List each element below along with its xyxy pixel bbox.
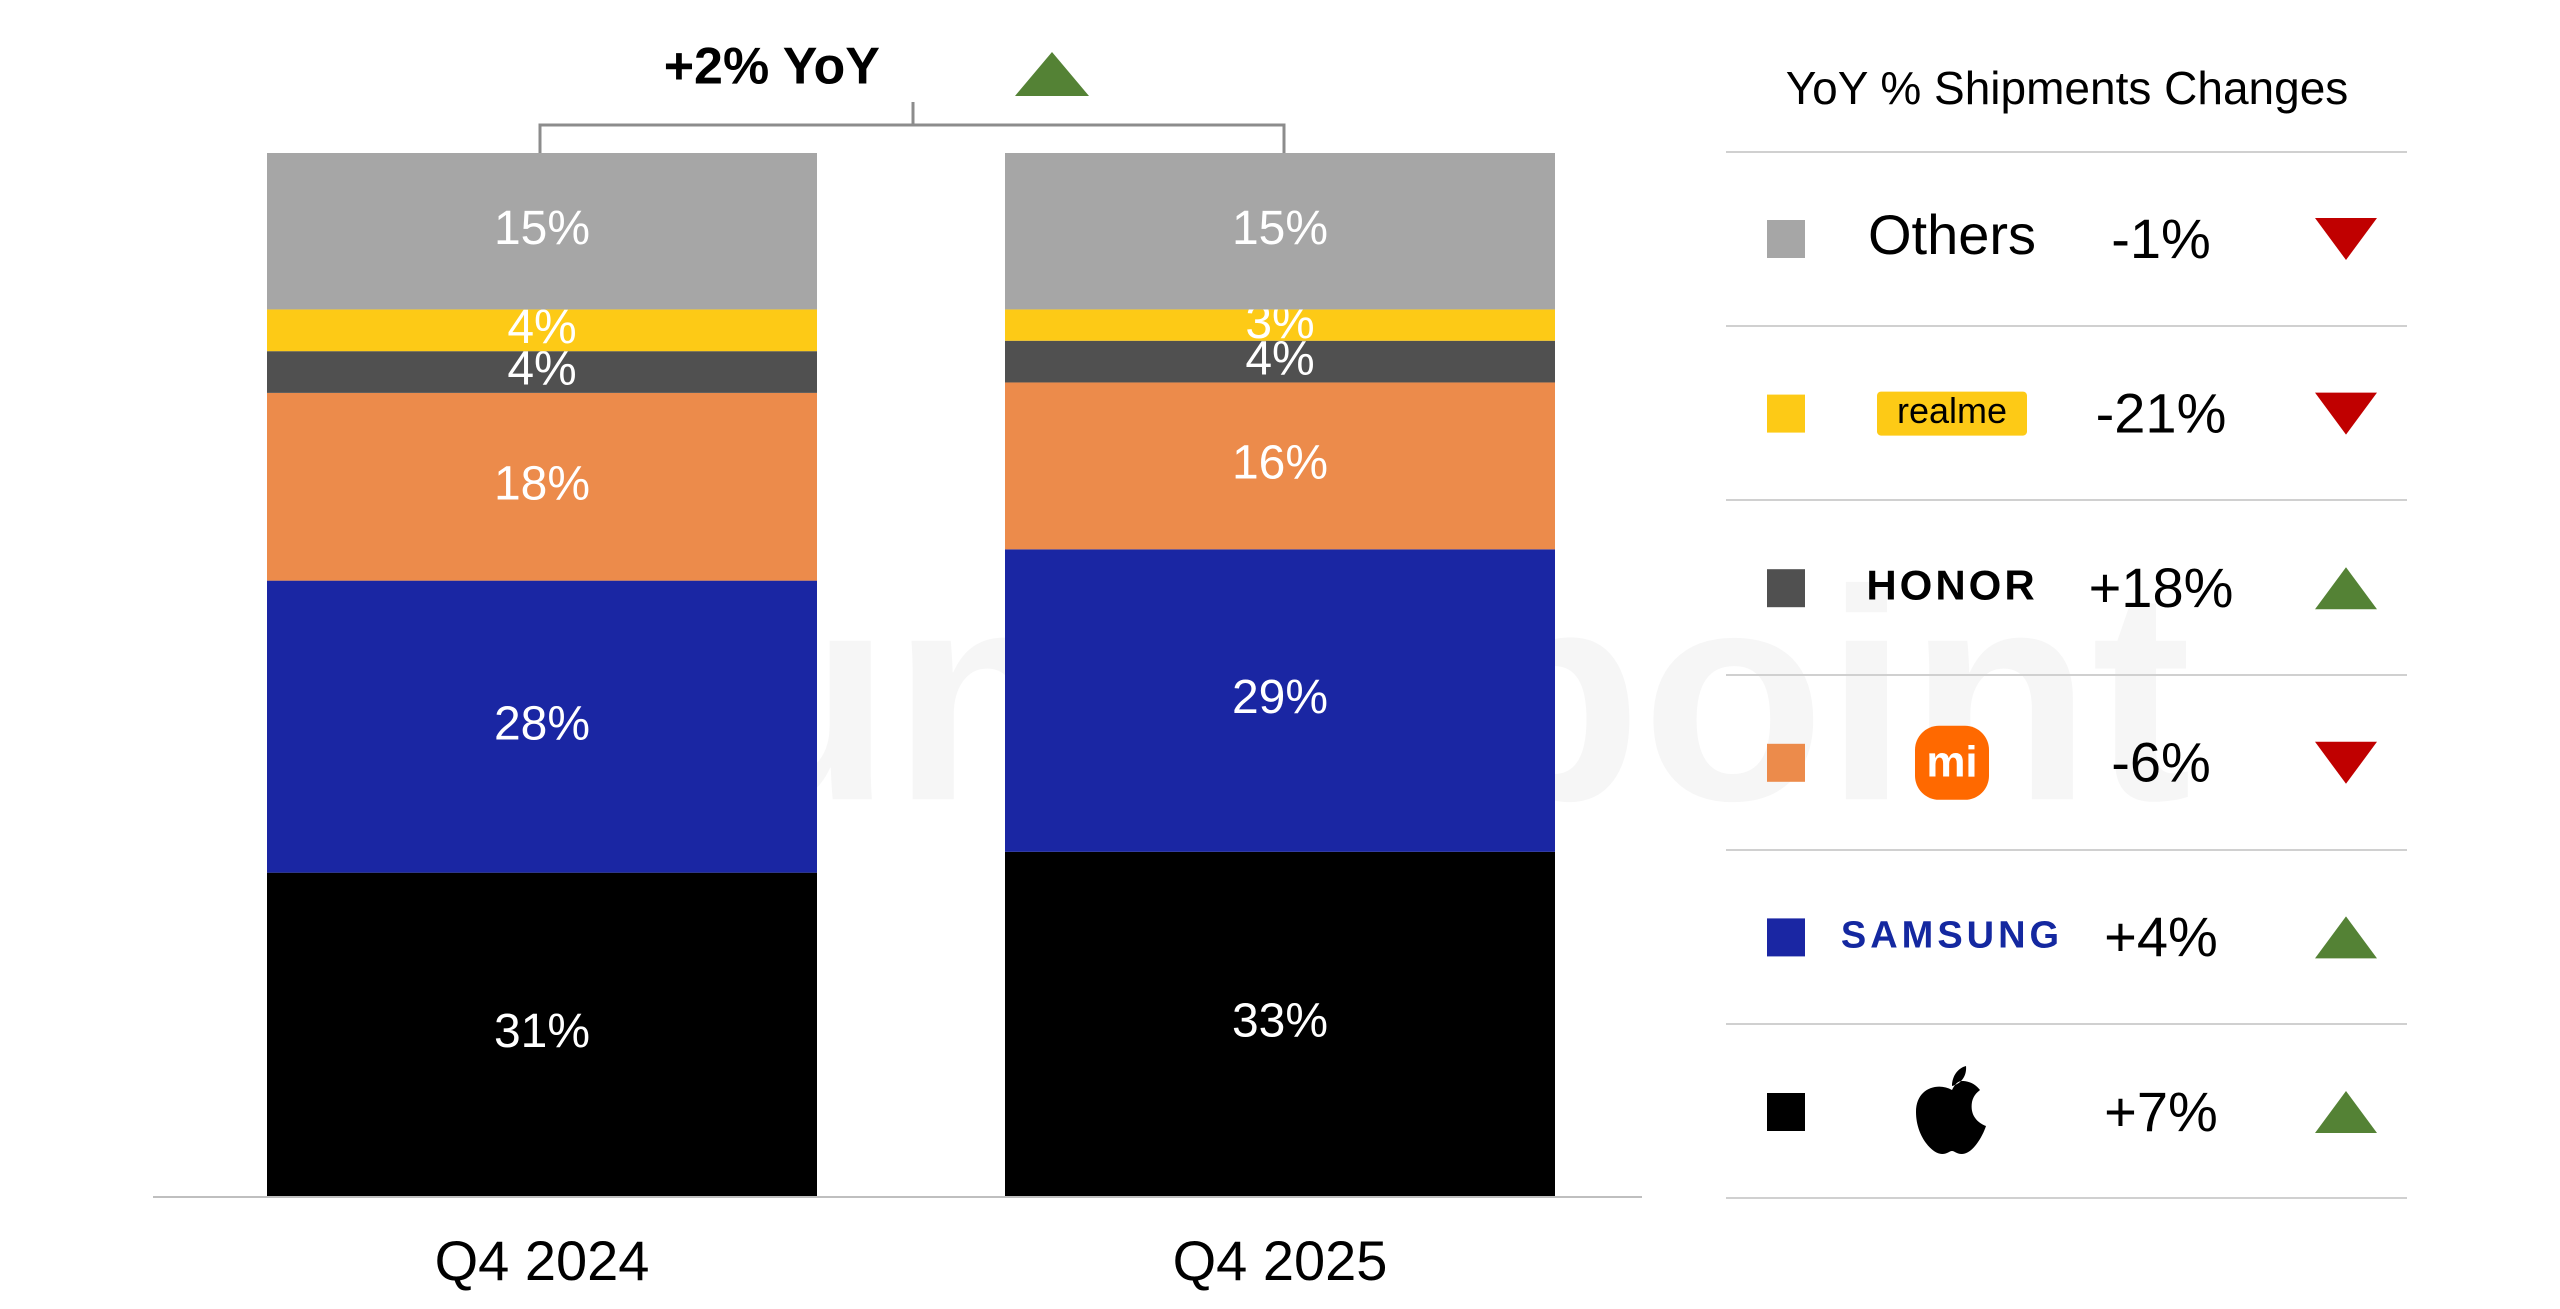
x-tick-label: Q4 2024 — [435, 1229, 650, 1292]
change-arrow — [2315, 741, 2377, 784]
legend-swatch — [1767, 918, 1805, 957]
logo-bg — [1877, 391, 2027, 436]
value-label: 18% — [494, 457, 590, 510]
change-label: -1% — [2111, 207, 2211, 270]
legend-swatch — [1767, 743, 1805, 782]
value-label: 16% — [1232, 437, 1328, 490]
change-label: -21% — [2096, 381, 2227, 444]
change-label: +18% — [2089, 556, 2234, 619]
legend-label: realme — [1897, 390, 2007, 431]
value-label: 29% — [1232, 671, 1328, 724]
bar-segment — [1005, 309, 1555, 341]
change-label: +7% — [2104, 1080, 2218, 1143]
legend-dividers — [1726, 151, 2407, 1199]
change-arrow — [2315, 567, 2377, 610]
title-arrow — [1015, 52, 1089, 96]
legend-label: SAMSUNG — [1841, 914, 2063, 956]
bar-segment — [267, 351, 817, 393]
bar-segment — [267, 153, 817, 310]
bracket — [538, 102, 1286, 153]
legend-swatch — [1767, 569, 1805, 608]
change-label: +4% — [2104, 905, 2218, 968]
bar-segment — [267, 392, 817, 581]
legend-title: YoY % Shipments Changes — [1786, 62, 2349, 114]
bar-segment — [1005, 153, 1555, 310]
legend-label: Others — [1868, 203, 2036, 266]
change-label: -6% — [2111, 731, 2211, 794]
value-label: 28% — [494, 697, 590, 750]
logo-bg — [1915, 725, 1989, 800]
bar-segment — [267, 580, 817, 873]
value-label: 4% — [507, 343, 576, 396]
legend-swatch — [1767, 1093, 1805, 1131]
value-label: 4% — [1245, 332, 1314, 385]
legend-swatch — [1767, 394, 1805, 433]
chart-title: +2% YoY — [664, 38, 880, 96]
legend-swatch — [1767, 220, 1805, 258]
bar-segment — [267, 872, 817, 1196]
apple-logo — [1916, 1066, 1986, 1154]
legend-label: HONOR — [1866, 561, 2037, 608]
legend-label: mi — [1926, 737, 1977, 786]
bar-segment — [1005, 549, 1555, 852]
x-tick-label: Q4 2025 — [1173, 1229, 1388, 1292]
bar-segment — [1005, 382, 1555, 550]
bar-segment — [1005, 340, 1555, 383]
change-arrow — [2315, 392, 2377, 435]
change-arrow — [2315, 218, 2377, 260]
value-label: 15% — [1232, 202, 1328, 255]
change-arrow — [2315, 916, 2377, 959]
bar-segment — [1005, 851, 1555, 1196]
value-label: 31% — [494, 1005, 590, 1058]
value-label: 33% — [1232, 995, 1328, 1048]
value-label: 15% — [494, 202, 590, 255]
change-arrow — [2315, 1091, 2377, 1133]
value-label: 4% — [507, 301, 576, 354]
bar-segment — [267, 309, 817, 352]
